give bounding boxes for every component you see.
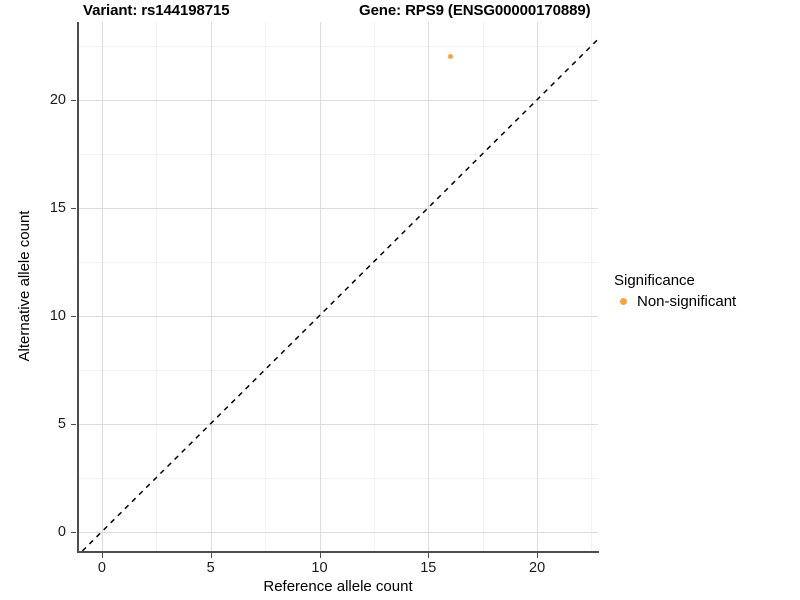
gridline-vertical [156, 22, 157, 551]
plot-panel [78, 22, 598, 551]
x-tick-label: 5 [206, 560, 215, 576]
gridline-vertical [265, 22, 266, 551]
y-tick-label: 15 [49, 199, 66, 216]
gridline-vertical [102, 22, 103, 551]
gridline-horizontal [78, 316, 598, 317]
gridline-vertical [374, 22, 375, 551]
gridline-horizontal [78, 208, 598, 209]
page-title-variant: Variant: rs144198715 [83, 2, 230, 19]
gridline-horizontal [78, 100, 598, 101]
legend-entry[interactable]: Non-significant [614, 292, 796, 310]
x-tick-mark [101, 553, 103, 558]
gridline-horizontal [78, 424, 598, 425]
y-tick-mark [71, 531, 76, 533]
data-point [447, 54, 453, 60]
gridline-vertical [537, 22, 538, 551]
gridline-vertical [320, 22, 321, 551]
x-tick-label: 10 [311, 560, 328, 576]
x-tick-mark [537, 553, 539, 558]
identity-line-path [81, 38, 598, 551]
y-axis-title: Alternative allele count [16, 210, 33, 362]
x-tick-mark [319, 553, 321, 558]
legend: Significance Non-significant [614, 272, 796, 310]
gridline-vertical [428, 22, 429, 551]
gridline-horizontal [78, 532, 598, 533]
gridline-vertical [591, 22, 592, 551]
legend-entries: Non-significant [614, 292, 796, 310]
gridline-horizontal [78, 262, 598, 263]
y-axis-line [77, 22, 79, 552]
legend-dot-icon [619, 297, 627, 305]
y-tick-label: 20 [49, 91, 66, 108]
y-tick-mark [71, 207, 76, 209]
x-tick-label: 0 [97, 560, 106, 576]
y-tick-mark [71, 423, 76, 425]
y-tick-label: 10 [49, 307, 66, 324]
legend-label: Non-significant [637, 292, 737, 310]
y-tick-mark [71, 99, 76, 101]
legend-title: Significance [614, 272, 695, 289]
y-tick-label: 5 [57, 415, 66, 432]
x-axis-line [77, 551, 599, 553]
gridline-vertical [211, 22, 212, 551]
y-tick-mark [71, 315, 76, 317]
x-tick-label: 15 [420, 560, 437, 576]
x-axis-title: Reference allele count [263, 578, 413, 595]
x-tick-mark [428, 553, 430, 558]
gridline-horizontal [78, 46, 598, 47]
x-tick-mark [210, 553, 212, 558]
y-tick-label: 0 [57, 523, 66, 540]
gridline-horizontal [78, 478, 598, 479]
title-row: Variant: rs144198715 Gene: RPS9 (ENSG000… [0, 0, 800, 24]
gridline-vertical [483, 22, 484, 551]
x-tick-label: 20 [529, 560, 546, 576]
gridline-horizontal [78, 154, 598, 155]
page-title-gene: Gene: RPS9 (ENSG00000170889) [359, 2, 591, 19]
gridline-horizontal [78, 370, 598, 371]
legend-key [614, 292, 632, 310]
